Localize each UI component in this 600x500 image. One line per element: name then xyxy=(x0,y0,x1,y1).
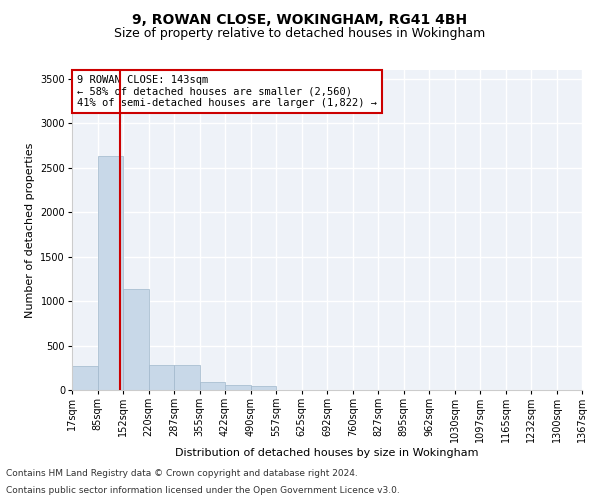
Text: Size of property relative to detached houses in Wokingham: Size of property relative to detached ho… xyxy=(115,28,485,40)
Bar xyxy=(174,365,200,390)
Text: Contains public sector information licensed under the Open Government Licence v3: Contains public sector information licen… xyxy=(6,486,400,495)
Bar xyxy=(149,365,175,390)
Text: Contains HM Land Registry data © Crown copyright and database right 2024.: Contains HM Land Registry data © Crown c… xyxy=(6,468,358,477)
Bar xyxy=(225,384,251,390)
Bar xyxy=(251,386,277,390)
Bar xyxy=(200,382,226,390)
Y-axis label: Number of detached properties: Number of detached properties xyxy=(25,142,35,318)
Bar xyxy=(98,156,124,390)
Text: 9 ROWAN CLOSE: 143sqm
← 58% of detached houses are smaller (2,560)
41% of semi-d: 9 ROWAN CLOSE: 143sqm ← 58% of detached … xyxy=(77,75,377,108)
X-axis label: Distribution of detached houses by size in Wokingham: Distribution of detached houses by size … xyxy=(175,448,479,458)
Text: 9, ROWAN CLOSE, WOKINGHAM, RG41 4BH: 9, ROWAN CLOSE, WOKINGHAM, RG41 4BH xyxy=(133,12,467,26)
Bar xyxy=(123,288,149,390)
Bar xyxy=(72,366,98,390)
